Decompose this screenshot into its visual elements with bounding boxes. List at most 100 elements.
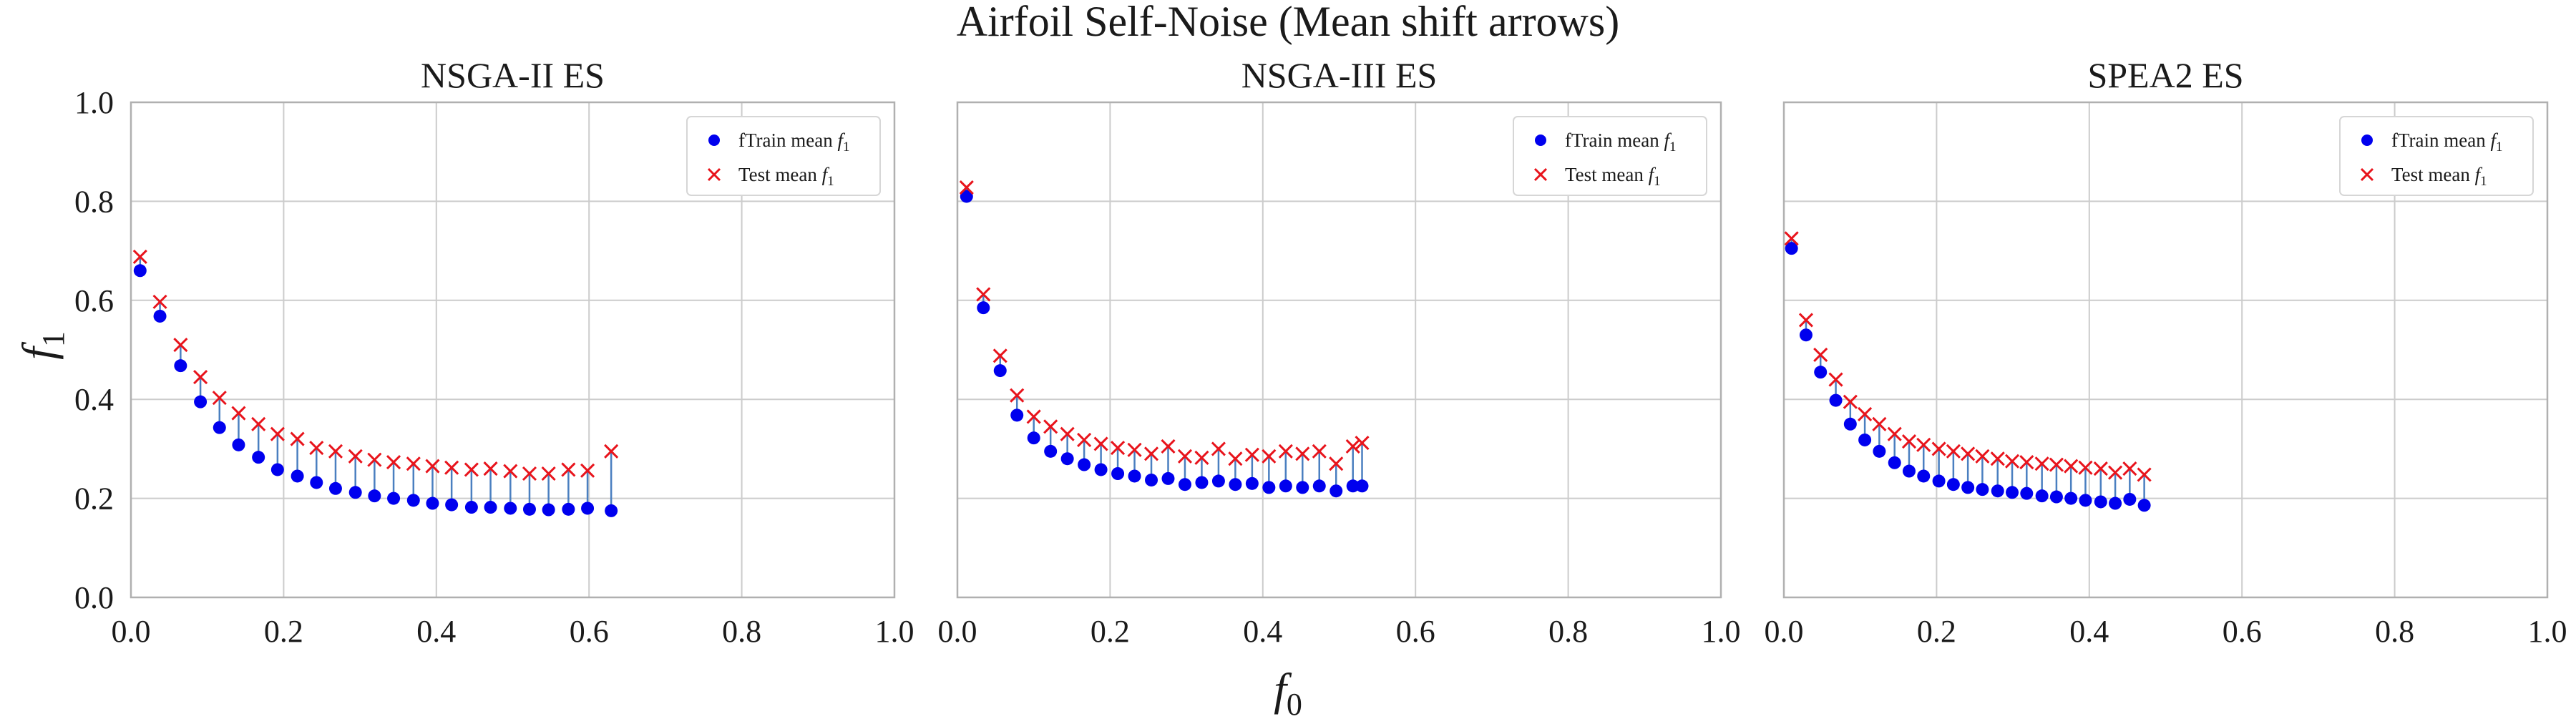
legend-label-subscript: 1 xyxy=(1669,140,1677,155)
test-point xyxy=(604,444,619,459)
train-point xyxy=(368,489,381,503)
test-point xyxy=(1990,451,2005,466)
train-point xyxy=(1245,476,1259,490)
train-point xyxy=(1888,456,1901,469)
train-point xyxy=(2035,489,2049,503)
train-point xyxy=(1932,474,1946,488)
train-point xyxy=(1279,479,1292,493)
train-point xyxy=(1161,471,1175,485)
test-point xyxy=(1161,439,1176,454)
train-point xyxy=(1094,463,1108,476)
test-point xyxy=(193,369,208,385)
plot-frame xyxy=(956,101,1722,599)
test-point xyxy=(580,463,595,478)
test-point xyxy=(1961,446,1976,461)
x-tick-label: 0.0 xyxy=(1765,614,1804,649)
legend-label-symbol: f xyxy=(1664,129,1672,151)
x-axis-label-sub: 0 xyxy=(1287,687,1302,715)
test-point xyxy=(2064,459,2079,474)
x-tick-label: 0.8 xyxy=(2375,614,2414,649)
legend-label-subscript: 1 xyxy=(827,174,834,189)
train-point xyxy=(174,359,187,373)
y-tick-label: 0.8 xyxy=(74,184,114,219)
test-point xyxy=(425,459,440,474)
test-point xyxy=(1843,394,1858,409)
test-point xyxy=(1077,432,1092,448)
train-point xyxy=(1312,479,1326,493)
y-tick-label: 1.0 xyxy=(74,85,114,120)
x-tick-label: 0.6 xyxy=(1396,614,1435,649)
test-point xyxy=(1127,442,1142,457)
test-point xyxy=(444,460,459,475)
x-tick-label: 0.4 xyxy=(2069,614,2109,649)
test-point xyxy=(290,431,305,446)
train-point xyxy=(1078,458,1091,471)
x-tick-label: 0.6 xyxy=(2223,614,2262,649)
test-point xyxy=(1858,406,1873,422)
test-point xyxy=(212,391,227,406)
train-point xyxy=(2064,491,2078,505)
train-point xyxy=(1961,481,1975,494)
x-tick-label: 0.6 xyxy=(570,614,609,649)
legend-marker-train xyxy=(2361,134,2373,146)
legend-label-symbol: f xyxy=(837,129,845,151)
train-point xyxy=(310,476,323,489)
test-point xyxy=(1262,449,1277,464)
train-point xyxy=(133,264,147,278)
train-point xyxy=(270,463,284,476)
train-point xyxy=(464,501,478,514)
test-point xyxy=(1228,451,1243,466)
test-point xyxy=(992,348,1008,363)
test-point xyxy=(1312,444,1327,459)
train-point xyxy=(504,502,517,515)
legend-label-text: fTrain mean xyxy=(1565,129,1664,151)
test-point xyxy=(386,455,401,470)
x-tick-label: 0.0 xyxy=(938,614,977,649)
test-point xyxy=(231,406,246,421)
test-point xyxy=(251,416,266,431)
test-point xyxy=(1887,426,1902,441)
y-axis-label: f1 xyxy=(13,331,71,360)
y-tick-label: 0.0 xyxy=(74,580,114,615)
test-point xyxy=(1345,439,1360,454)
train-point xyxy=(2079,494,2092,507)
train-point xyxy=(2137,499,2151,512)
train-point xyxy=(1211,474,1225,488)
test-point xyxy=(2093,461,2108,476)
test-point xyxy=(2004,454,2020,469)
test-point xyxy=(406,456,421,471)
test-point xyxy=(976,287,991,302)
chart-panel: NSGA-II ES 0.0 0.2 0.4 0.6 0.8 1.0 0.0 0.2 0.4 0.6… xyxy=(74,55,914,649)
train-point xyxy=(153,309,167,323)
test-point xyxy=(522,466,537,481)
train-point xyxy=(522,502,536,516)
legend-label-text: fTrain mean xyxy=(738,129,837,151)
train-point xyxy=(542,503,555,517)
legend-label: Test mean f1 xyxy=(738,164,834,189)
test-point xyxy=(1931,441,1946,456)
train-point xyxy=(2020,486,2034,500)
train-point xyxy=(1946,478,1960,491)
plot-frame xyxy=(1782,101,2549,599)
train-point xyxy=(1060,452,1074,466)
test-point xyxy=(2137,467,2152,482)
x-tick-label: 1.0 xyxy=(2528,614,2567,649)
x-tick-label: 0.2 xyxy=(1091,614,1130,649)
legend-label-subscript: 1 xyxy=(2480,174,2487,189)
test-point xyxy=(1872,416,1887,431)
test-point xyxy=(348,449,363,464)
test-point xyxy=(1295,446,1310,461)
train-point xyxy=(252,451,265,464)
train-point xyxy=(328,481,342,495)
train-point xyxy=(1111,467,1125,480)
legend-label-text: Test mean xyxy=(1565,164,1649,185)
test-point xyxy=(1043,419,1058,434)
test-point xyxy=(1901,434,1917,449)
train-point xyxy=(1027,431,1040,445)
train-point xyxy=(1917,469,1931,483)
